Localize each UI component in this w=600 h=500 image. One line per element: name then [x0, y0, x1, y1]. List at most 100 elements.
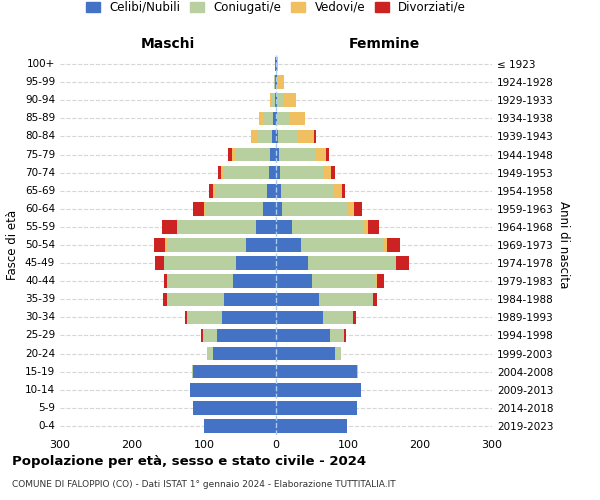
Bar: [272, 130, 276, 143]
Bar: [259, 112, 263, 125]
Bar: [212, 347, 276, 360]
Bar: [276, 94, 277, 107]
Bar: [256, 220, 276, 234]
Bar: [233, 274, 276, 288]
Bar: [193, 401, 276, 414]
Bar: [257, 130, 272, 143]
Bar: [275, 58, 276, 71]
Bar: [217, 328, 276, 342]
Text: Maschi: Maschi: [141, 38, 195, 52]
Bar: [308, 256, 395, 270]
Bar: [162, 220, 176, 234]
Bar: [276, 238, 301, 252]
Bar: [279, 148, 315, 162]
Bar: [276, 401, 356, 414]
Bar: [341, 184, 345, 198]
Bar: [167, 238, 246, 252]
Bar: [276, 58, 277, 71]
Text: COMUNE DI FALOPPIO (CO) - Dati ISTAT 1° gennaio 2024 - Elaborazione TUTTITALIA.I: COMUNE DI FALOPPIO (CO) - Dati ISTAT 1° …: [12, 480, 395, 489]
Bar: [187, 310, 222, 324]
Bar: [384, 238, 387, 252]
Bar: [269, 166, 276, 179]
Bar: [204, 202, 205, 215]
Bar: [263, 202, 276, 215]
Bar: [204, 419, 276, 432]
Bar: [282, 202, 347, 215]
Bar: [276, 328, 330, 342]
Bar: [232, 148, 236, 162]
Bar: [353, 310, 356, 324]
Bar: [276, 292, 319, 306]
Bar: [268, 184, 276, 198]
Bar: [275, 94, 276, 107]
Bar: [344, 328, 346, 342]
Bar: [330, 328, 344, 342]
Bar: [190, 383, 276, 396]
Bar: [218, 166, 221, 179]
Bar: [331, 166, 335, 179]
Bar: [276, 347, 335, 360]
Bar: [276, 202, 282, 215]
Bar: [201, 328, 203, 342]
Bar: [373, 292, 377, 306]
Bar: [207, 347, 212, 360]
Bar: [335, 347, 341, 360]
Bar: [163, 292, 167, 306]
Bar: [276, 184, 281, 198]
Bar: [280, 166, 323, 179]
Bar: [263, 112, 273, 125]
Bar: [168, 274, 233, 288]
Bar: [289, 112, 305, 125]
Bar: [354, 202, 362, 215]
Text: Popolazione per età, sesso e stato civile - 2024: Popolazione per età, sesso e stato civil…: [12, 455, 366, 468]
Bar: [277, 58, 278, 71]
Bar: [278, 130, 298, 143]
Bar: [192, 365, 193, 378]
Bar: [229, 148, 232, 162]
Bar: [314, 130, 316, 143]
Bar: [246, 238, 276, 252]
Bar: [277, 112, 289, 125]
Bar: [396, 256, 409, 270]
Bar: [221, 166, 224, 179]
Text: Femmine: Femmine: [349, 38, 419, 52]
Bar: [387, 238, 400, 252]
Bar: [276, 383, 361, 396]
Bar: [212, 184, 215, 198]
Bar: [281, 184, 333, 198]
Bar: [292, 220, 364, 234]
Y-axis label: Fasce di età: Fasce di età: [7, 210, 19, 280]
Bar: [276, 365, 356, 378]
Bar: [155, 256, 164, 270]
Bar: [347, 202, 354, 215]
Bar: [178, 220, 256, 234]
Bar: [164, 274, 167, 288]
Bar: [209, 184, 212, 198]
Bar: [154, 238, 165, 252]
Bar: [167, 292, 224, 306]
Bar: [276, 130, 278, 143]
Bar: [298, 130, 314, 143]
Bar: [270, 148, 276, 162]
Bar: [176, 220, 178, 234]
Bar: [274, 76, 275, 89]
Bar: [323, 166, 331, 179]
Bar: [251, 130, 257, 143]
Bar: [193, 365, 276, 378]
Bar: [222, 310, 276, 324]
Bar: [364, 220, 368, 234]
Bar: [278, 76, 284, 89]
Bar: [167, 274, 168, 288]
Bar: [356, 365, 358, 378]
Bar: [276, 256, 308, 270]
Bar: [368, 220, 379, 234]
Bar: [312, 274, 376, 288]
Bar: [276, 274, 312, 288]
Bar: [203, 328, 217, 342]
Bar: [224, 292, 276, 306]
Bar: [276, 310, 323, 324]
Bar: [236, 148, 270, 162]
Bar: [273, 112, 276, 125]
Bar: [224, 166, 269, 179]
Bar: [276, 166, 280, 179]
